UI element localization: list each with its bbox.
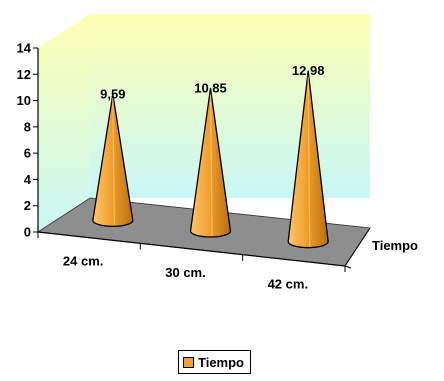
cones bbox=[92, 70, 329, 249]
cone-highlight bbox=[209, 91, 213, 237]
legend: Tiempo bbox=[178, 350, 251, 374]
chart-text: 0 2 4 6 8 10 12 14 24 cm. 30 cm. 42 cm. Tiempo 9,59 1… bbox=[17, 41, 419, 292]
category-label: 30 cm. bbox=[165, 265, 205, 280]
depth-tick bbox=[344, 265, 352, 269]
category-label: 24 cm. bbox=[63, 254, 103, 269]
y-tick-label: 12 bbox=[17, 67, 31, 82]
side-wall bbox=[38, 14, 90, 232]
y-tick-label: 14 bbox=[17, 41, 32, 56]
y-tick-label: 2 bbox=[24, 198, 31, 213]
data-label: 10,85 bbox=[194, 80, 227, 95]
y-tick-label: 6 bbox=[24, 146, 31, 161]
data-label: 12,98 bbox=[292, 63, 325, 78]
legend-swatch bbox=[183, 356, 194, 368]
depth-axis-label: Tiempo bbox=[372, 238, 418, 253]
y-tick-label: 10 bbox=[17, 93, 31, 108]
cone-bar bbox=[92, 93, 134, 227]
legend-label: Tiempo bbox=[198, 354, 244, 370]
depth-axis-line bbox=[344, 227, 371, 267]
cone-highlight bbox=[112, 97, 115, 226]
cone-bar bbox=[287, 70, 329, 249]
cone-highlight bbox=[307, 74, 311, 247]
y-tick-label: 8 bbox=[24, 119, 31, 134]
y-tick-label: 4 bbox=[24, 172, 32, 187]
y-tick-label: 0 bbox=[24, 225, 31, 240]
axes bbox=[33, 47, 371, 272]
x-axis-line bbox=[37, 231, 346, 267]
data-label: 9,59 bbox=[100, 86, 125, 101]
cone-bar bbox=[189, 87, 232, 238]
category-label: 42 cm. bbox=[268, 276, 308, 291]
back-wall bbox=[90, 14, 370, 198]
